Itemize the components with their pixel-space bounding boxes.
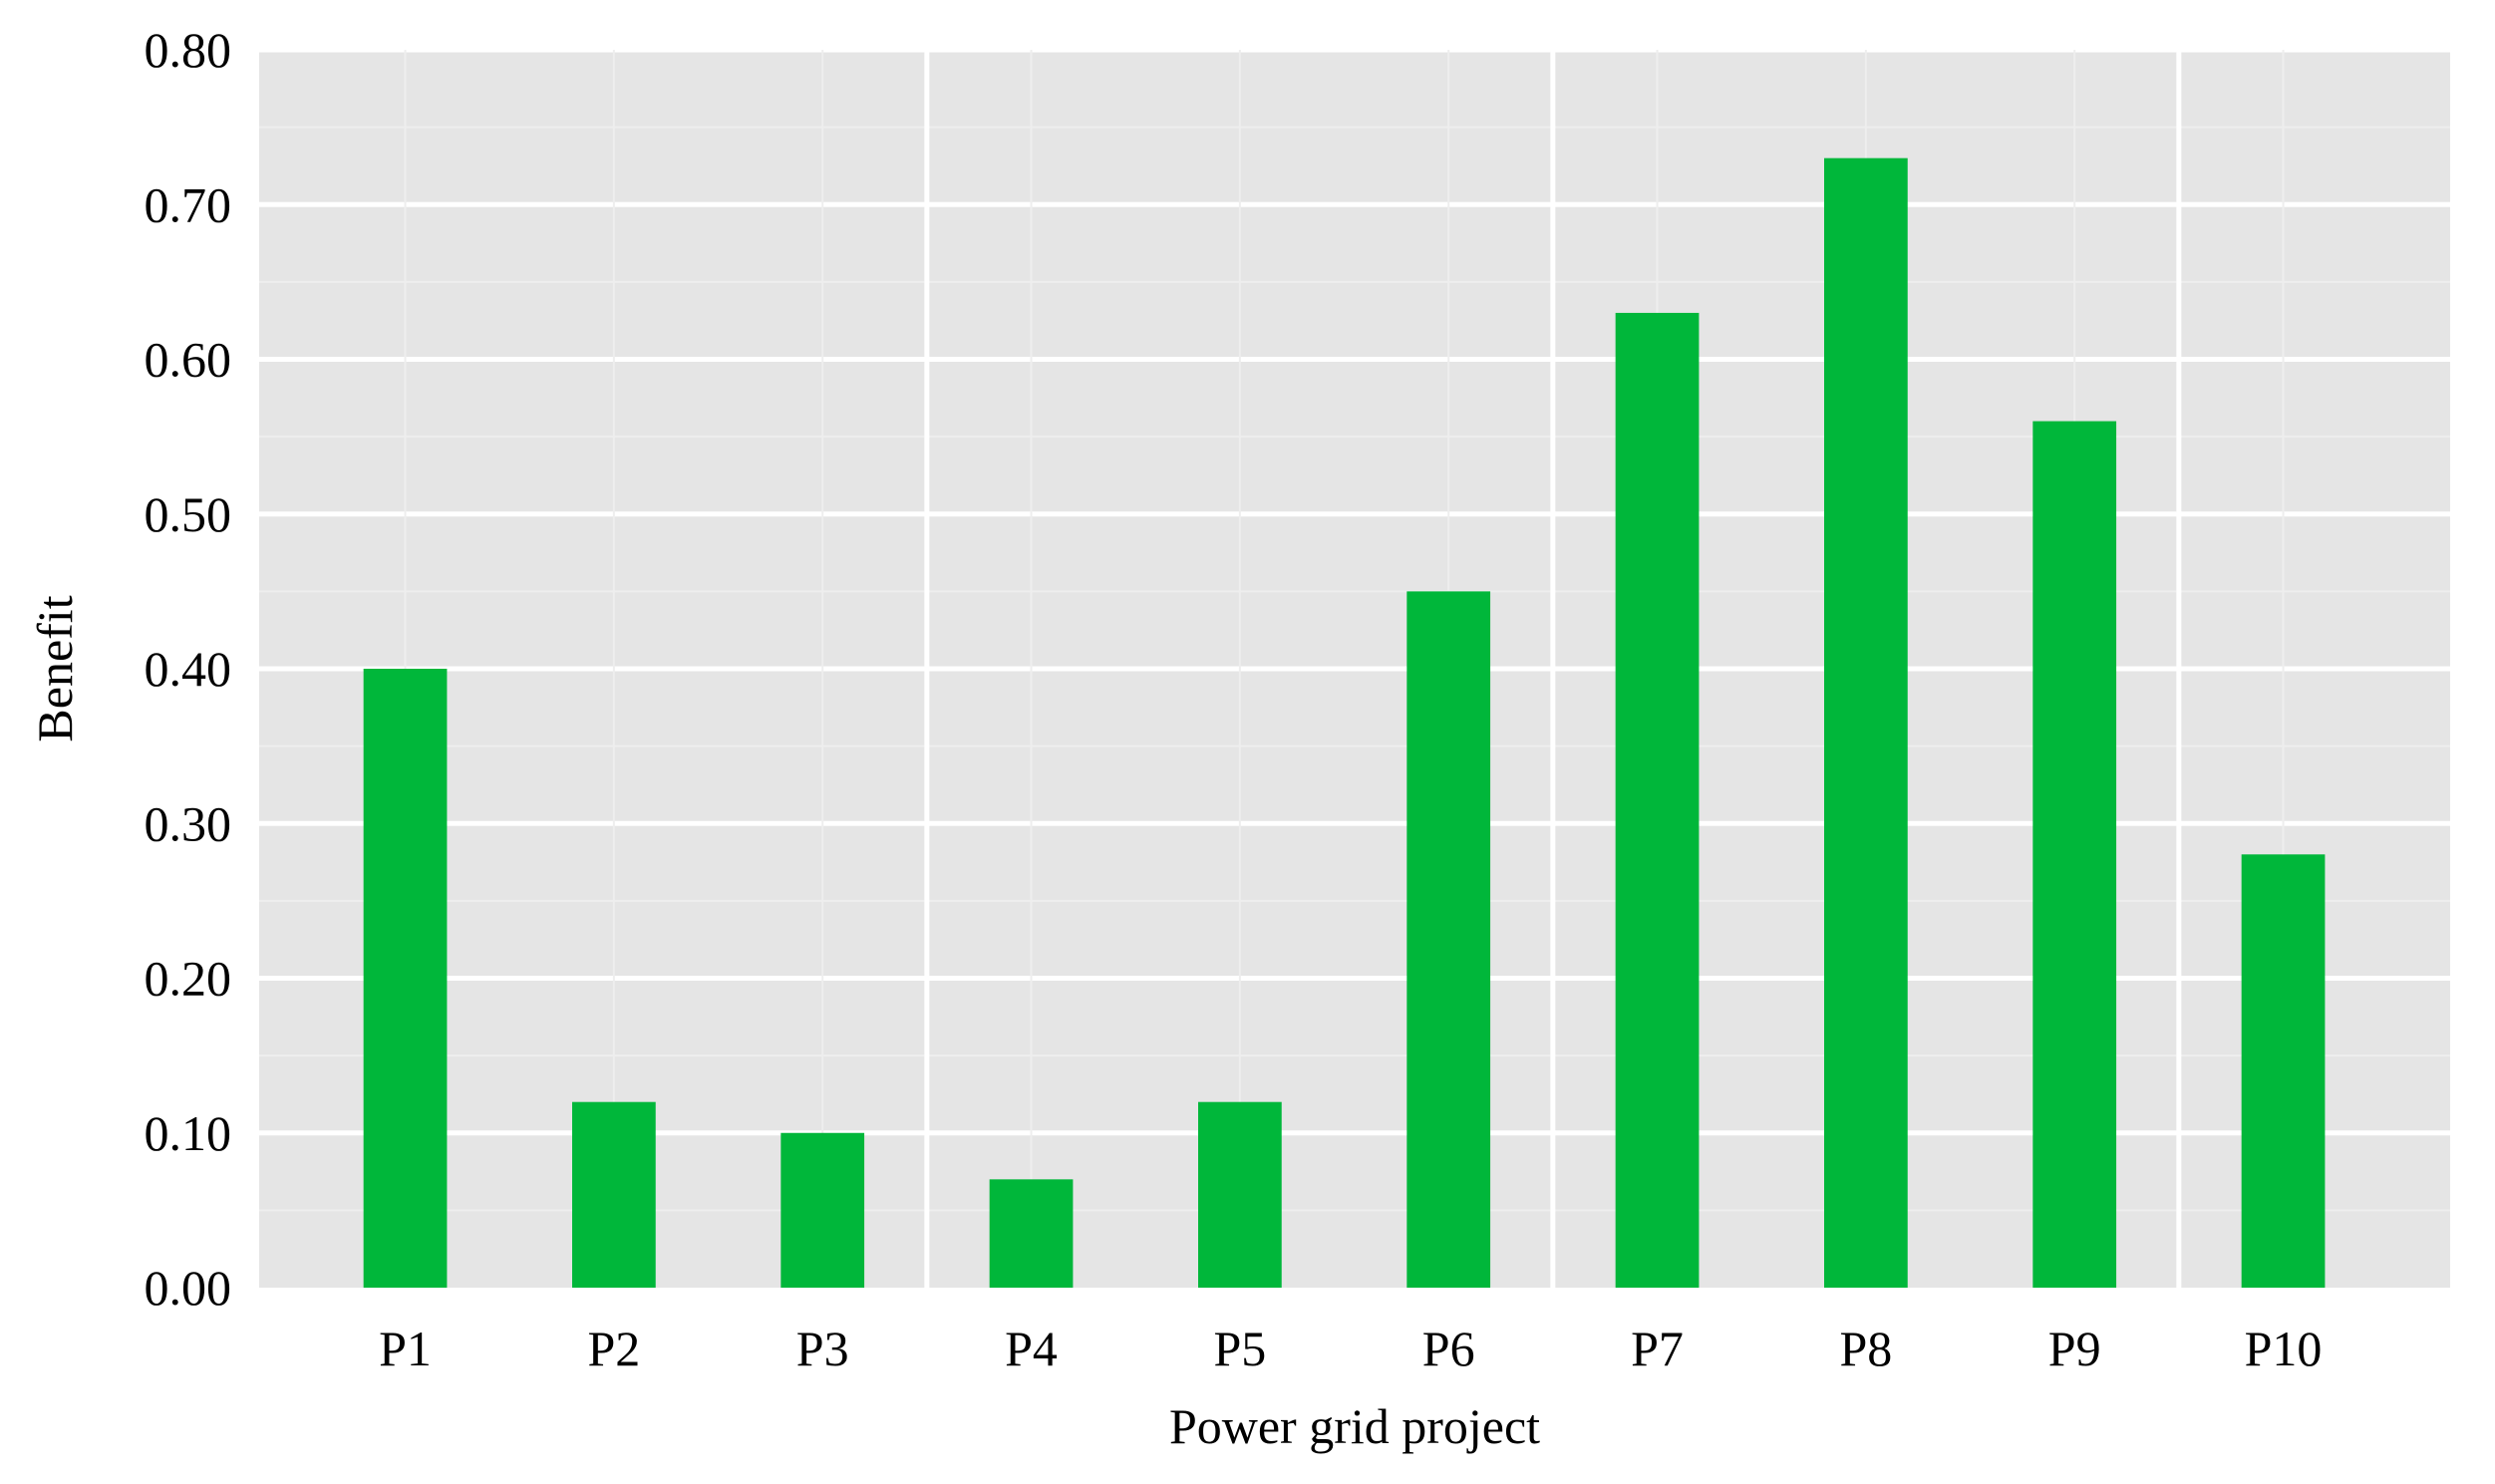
y-tick-label: 0.00 xyxy=(145,1260,232,1316)
x-tick-label: P5 xyxy=(1213,1321,1266,1376)
x-tick-label: P3 xyxy=(796,1321,849,1376)
bar-p8 xyxy=(1824,157,1908,1288)
x-tick-label: P2 xyxy=(587,1321,640,1376)
bar-p6 xyxy=(1406,591,1491,1288)
x-tick-label: P8 xyxy=(1839,1321,1892,1376)
y-tick-label: 0.50 xyxy=(145,486,232,542)
bar-p9 xyxy=(2032,421,2117,1289)
x-axis-ticks: P1 P2 P3 P4 P5 P6 P7 P8 P9 P10 xyxy=(379,1321,2322,1376)
x-tick-label: P6 xyxy=(1422,1321,1475,1376)
y-tick-label: 0.10 xyxy=(145,1105,232,1161)
y-tick-label: 0.30 xyxy=(145,795,232,851)
bars xyxy=(363,157,2326,1289)
x-tick-label: P10 xyxy=(2245,1321,2323,1376)
x-axis-title: Power grid project xyxy=(1169,1398,1540,1454)
y-tick-label: 0.70 xyxy=(145,176,232,232)
y-axis-ticks: 0.00 0.10 0.20 0.30 0.40 0.50 0.60 0.70 0.80 xyxy=(145,22,232,1316)
bar-p7 xyxy=(1615,312,1700,1288)
x-tick-label: P7 xyxy=(1631,1321,1684,1376)
y-axis-title: Benefit xyxy=(27,595,83,742)
x-tick-label: P9 xyxy=(2048,1321,2101,1376)
y-tick-label: 0.20 xyxy=(145,951,232,1007)
x-tick-label: P1 xyxy=(379,1321,432,1376)
bar-p5 xyxy=(1198,1101,1282,1288)
bar-p4 xyxy=(989,1179,1074,1288)
bar-p10 xyxy=(2241,854,2326,1288)
y-tick-label: 0.40 xyxy=(145,641,232,697)
bar-p3 xyxy=(780,1132,865,1288)
x-tick-label: P4 xyxy=(1005,1321,1058,1376)
y-tick-label: 0.60 xyxy=(145,332,232,388)
bar-p2 xyxy=(572,1101,656,1288)
y-tick-label: 0.80 xyxy=(145,22,232,78)
bar-p1 xyxy=(363,669,448,1288)
